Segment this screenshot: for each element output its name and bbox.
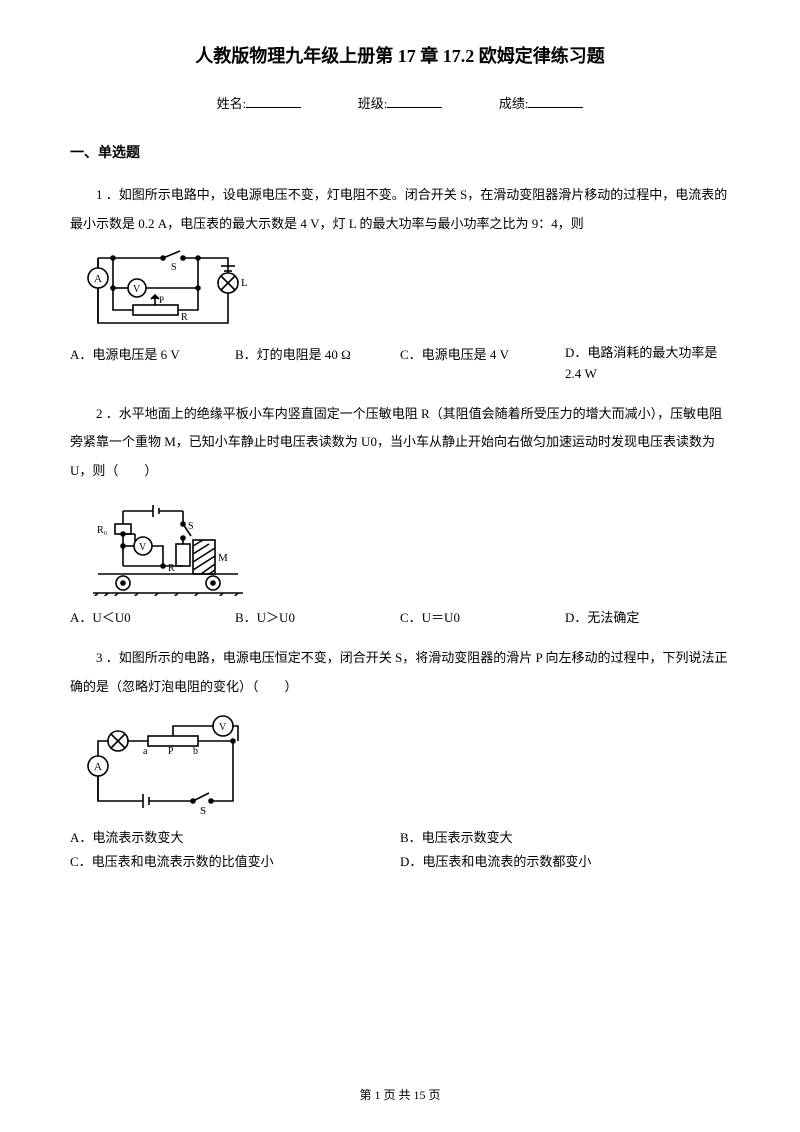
q1-option-c: C．电源电压是 4 V — [400, 343, 565, 385]
svg-text:R₀: R₀ — [97, 525, 108, 536]
circuit-diagram-icon: S L A V — [83, 248, 248, 333]
student-info-line: 姓名: 班级: 成绩: — [70, 92, 730, 115]
q2-option-c: C．U＝U0 — [400, 606, 565, 629]
q2-figure: S R M R₀ V — [70, 496, 730, 596]
class-label: 班级: — [358, 96, 388, 111]
section-heading-1: 一、单选题 — [70, 141, 730, 166]
svg-text:R: R — [181, 312, 188, 323]
q1-stem: 1 ．如图所示电路中，设电源电压不变，灯电阻不变。闭合开关 S，在滑动变阻器滑片… — [70, 181, 730, 238]
svg-text:V: V — [133, 284, 141, 295]
page-title: 人教版物理九年级上册第 17 章 17.2 欧姆定律练习题 — [70, 40, 730, 72]
svg-text:b: b — [193, 746, 198, 757]
q1-figure: S L A V — [70, 248, 730, 333]
q3-stem: 3 ．如图所示的电路，电源电压恒定不变，闭合开关 S，将滑动变阻器的滑片 P 向… — [70, 644, 730, 701]
svg-text:A: A — [94, 273, 102, 285]
q3-option-b: B．电压表示数变大 — [400, 826, 730, 849]
svg-text:a: a — [143, 746, 148, 757]
svg-text:A: A — [94, 761, 102, 773]
q3-option-d: D．电压表和电流表的示数都变小 — [400, 850, 730, 873]
svg-text:P: P — [159, 295, 164, 305]
svg-text:V: V — [219, 722, 227, 733]
name-label: 姓名: — [217, 96, 247, 111]
svg-text:R: R — [168, 563, 175, 574]
svg-text:V: V — [139, 542, 147, 553]
page-footer: 第 1 页 共 15 页 — [0, 1085, 800, 1107]
q3-option-a: A．电流表示数变大 — [70, 826, 400, 849]
question-2: 2 ．水平地面上的绝缘平板小车内竖直固定一个压敏电阻 R（其阻值会随着所受压力的… — [70, 400, 730, 629]
q2-option-b: B．U＞U0 — [235, 606, 400, 629]
q2-options: A．U＜U0 B．U＞U0 C．U＝U0 D．无法确定 — [70, 606, 730, 629]
class-blank — [387, 94, 442, 108]
q3-option-c: C．电压表和电流表示数的比值变小 — [70, 850, 400, 873]
svg-text:S: S — [171, 262, 177, 273]
q2-option-d: D．无法确定 — [565, 606, 730, 629]
name-blank — [246, 94, 301, 108]
score-label: 成绩: — [499, 96, 529, 111]
question-3: 3 ．如图所示的电路，电源电压恒定不变，闭合开关 S，将滑动变阻器的滑片 P 向… — [70, 644, 730, 873]
svg-text:S: S — [188, 521, 194, 532]
score-blank — [528, 94, 583, 108]
q3-figure: S a P b V — [70, 711, 730, 816]
svg-text:M: M — [218, 552, 228, 564]
question-1: 1 ．如图所示电路中，设电源电压不变，灯电阻不变。闭合开关 S，在滑动变阻器滑片… — [70, 181, 730, 385]
q2-stem: 2 ．水平地面上的绝缘平板小车内竖直固定一个压敏电阻 R（其阻值会随着所受压力的… — [70, 400, 730, 486]
svg-text:S: S — [200, 805, 206, 816]
q1-option-b: B．灯的电阻是 40 Ω — [235, 343, 400, 385]
q1-options: A．电源电压是 6 V B．灯的电阻是 40 Ω C．电源电压是 4 V D．电… — [70, 343, 730, 385]
q3-options: A．电流表示数变大 B．电压表示数变大 C．电压表和电流表示数的比值变小 D．电… — [70, 826, 730, 873]
svg-text:P: P — [168, 746, 174, 757]
q1-option-a: A．电源电压是 6 V — [70, 343, 235, 385]
cart-circuit-icon: S R M R₀ V — [83, 496, 253, 596]
q1-option-d: D．电路消耗的最大功率是 2.4 W — [565, 343, 730, 385]
svg-text:L: L — [241, 277, 248, 289]
circuit-diagram-icon: S a P b V — [83, 711, 258, 816]
q2-option-a: A．U＜U0 — [70, 606, 235, 629]
